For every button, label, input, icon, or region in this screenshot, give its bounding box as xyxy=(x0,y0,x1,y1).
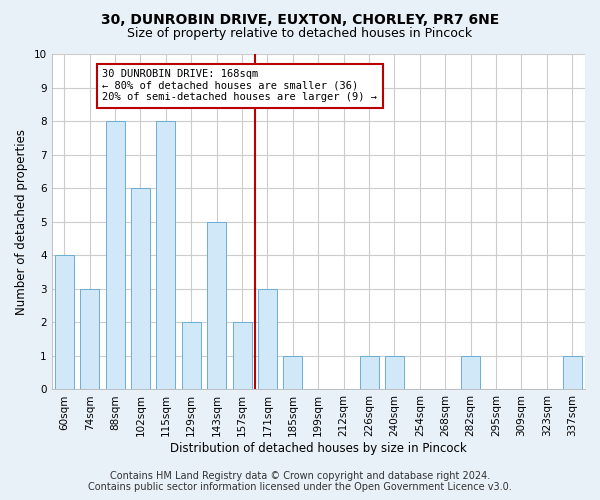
Bar xyxy=(283,356,302,390)
Text: Size of property relative to detached houses in Pincock: Size of property relative to detached ho… xyxy=(127,28,473,40)
Bar xyxy=(182,322,201,390)
Bar xyxy=(55,256,74,390)
Bar xyxy=(233,322,251,390)
Bar xyxy=(80,289,99,390)
Bar xyxy=(359,356,379,390)
Bar xyxy=(207,222,226,390)
Y-axis label: Number of detached properties: Number of detached properties xyxy=(15,128,28,314)
Bar xyxy=(258,289,277,390)
Text: 30, DUNROBIN DRIVE, EUXTON, CHORLEY, PR7 6NE: 30, DUNROBIN DRIVE, EUXTON, CHORLEY, PR7… xyxy=(101,12,499,26)
X-axis label: Distribution of detached houses by size in Pincock: Distribution of detached houses by size … xyxy=(170,442,467,455)
Bar xyxy=(131,188,150,390)
Bar xyxy=(563,356,582,390)
Bar xyxy=(385,356,404,390)
Text: 30 DUNROBIN DRIVE: 168sqm
← 80% of detached houses are smaller (36)
20% of semi-: 30 DUNROBIN DRIVE: 168sqm ← 80% of detac… xyxy=(103,69,377,102)
Bar xyxy=(461,356,480,390)
Text: Contains HM Land Registry data © Crown copyright and database right 2024.
Contai: Contains HM Land Registry data © Crown c… xyxy=(88,471,512,492)
Bar xyxy=(106,121,125,390)
Bar xyxy=(157,121,175,390)
